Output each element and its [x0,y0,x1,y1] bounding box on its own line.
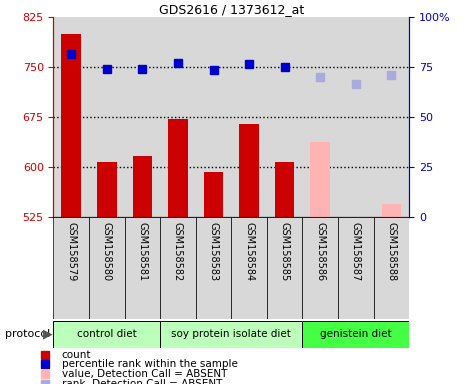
Text: GSM158579: GSM158579 [66,222,76,281]
Text: GSM158583: GSM158583 [208,222,219,281]
Text: rank, Detection Call = ABSENT: rank, Detection Call = ABSENT [62,379,222,384]
Bar [196,217,232,319]
Text: count: count [62,349,91,360]
Bar [311,142,330,217]
Bar [97,162,117,217]
Bar [239,124,259,217]
Bar [133,156,152,217]
Bar [204,172,223,217]
Text: GSM158587: GSM158587 [351,222,361,281]
Bar [231,17,267,217]
Bar [53,321,160,348]
Bar [275,162,294,217]
Bar [373,17,409,217]
Text: protocol: protocol [5,329,50,339]
Bar [267,217,303,319]
Text: GSM158581: GSM158581 [137,222,147,281]
Bar [303,217,338,319]
Text: GSM158582: GSM158582 [173,222,183,281]
Bar [168,119,188,217]
Bar [160,321,303,348]
Text: GSM158580: GSM158580 [102,222,112,281]
Bar [61,34,81,217]
Text: value, Detection Call = ABSENT: value, Detection Call = ABSENT [62,369,227,379]
Bar [125,17,160,217]
Bar [125,217,160,319]
Bar [232,217,267,319]
Bar [53,17,89,217]
Bar [196,17,231,217]
Bar [89,217,125,319]
Text: GSM158586: GSM158586 [315,222,326,281]
Bar [338,17,373,217]
Bar [303,321,409,348]
Text: control diet: control diet [77,329,137,339]
Text: genistein diet: genistein diet [320,329,392,339]
Bar [374,217,409,319]
Text: GSM158584: GSM158584 [244,222,254,281]
Bar [346,217,365,218]
Bar [382,204,401,217]
Bar [338,217,374,319]
Text: soy protein isolate diet: soy protein isolate diet [172,329,291,339]
Text: ▶: ▶ [43,328,53,341]
Text: percentile rank within the sample: percentile rank within the sample [62,359,238,369]
Bar [53,217,89,319]
Bar [267,17,302,217]
Title: GDS2616 / 1373612_at: GDS2616 / 1373612_at [159,3,304,16]
Bar [160,217,196,319]
Bar [89,17,125,217]
Text: GSM158588: GSM158588 [386,222,397,281]
Bar [160,17,196,217]
Text: GSM158585: GSM158585 [279,222,290,281]
Bar [302,17,338,217]
